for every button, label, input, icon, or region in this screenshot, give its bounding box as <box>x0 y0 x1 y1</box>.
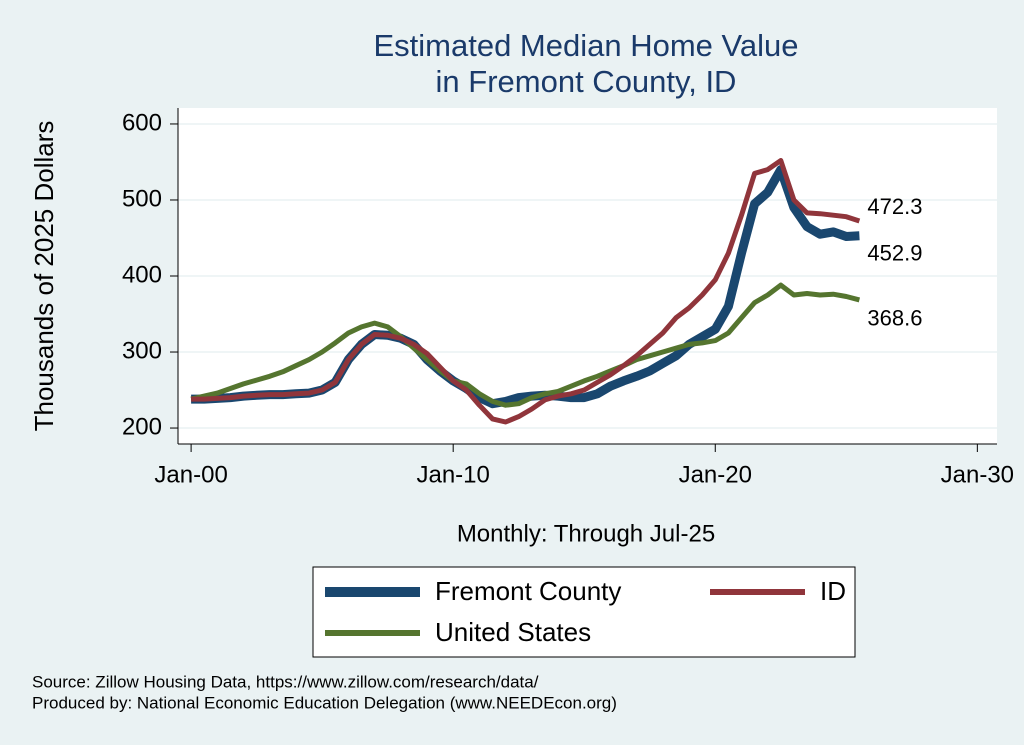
chart-title: Estimated Median Home Value <box>373 28 798 63</box>
x-tick-label: Jan-00 <box>154 461 227 488</box>
series-line <box>190 282 861 408</box>
y-axis-title: Thousands of 2025 Dollars <box>29 121 59 432</box>
y-tick-label: 500 <box>122 185 162 212</box>
chart-title: in Fremont County, ID <box>436 64 737 99</box>
legend-label: United States <box>435 617 591 647</box>
end-value-label: 452.9 <box>867 241 922 266</box>
series-group: 452.9 368.6 472.3 <box>190 158 922 425</box>
series-line <box>191 158 861 425</box>
legend-label: Fremont County <box>435 576 621 606</box>
end-value-label: 472.3 <box>867 194 922 219</box>
axes: 200 300 400 500 600 Jan-00 Jan-10 Jan-20 Jan-30 <box>122 108 1014 488</box>
x-tick-label: Jan-30 <box>941 461 1014 488</box>
legend-label: ID <box>820 576 846 606</box>
source-note: Produced by: National Economic Education… <box>32 693 617 712</box>
x-tick-label: Jan-10 <box>416 461 489 488</box>
source-note: Source: Zillow Housing Data, https://www… <box>32 672 539 691</box>
y-tick-label: 300 <box>122 337 162 364</box>
y-tick-label: 600 <box>122 109 162 136</box>
x-tick-label: Jan-20 <box>679 461 752 488</box>
grid <box>178 123 997 429</box>
end-value-label: 368.6 <box>867 306 922 331</box>
y-tick-label: 200 <box>122 413 162 440</box>
x-axis-title: Monthly: Through Jul-25 <box>457 520 715 547</box>
y-tick-label: 400 <box>122 261 162 288</box>
legend <box>312 566 856 658</box>
